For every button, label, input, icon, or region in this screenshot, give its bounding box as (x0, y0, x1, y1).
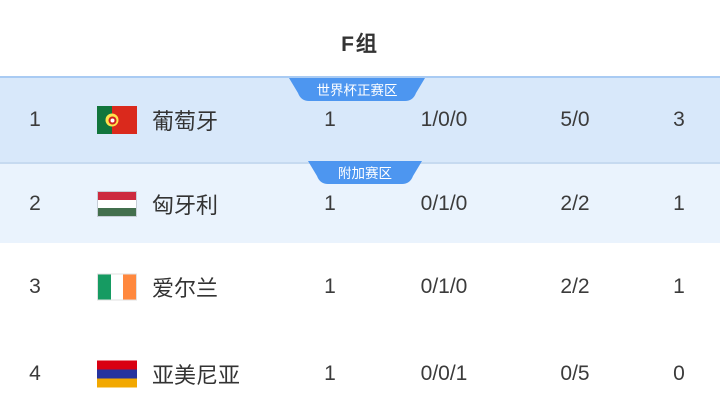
hungary-flag (97, 190, 137, 217)
team-name: 爱尔兰 (152, 275, 219, 301)
ireland-flag (97, 273, 137, 300)
win-draw-loss-value: 0/1/0 (420, 274, 468, 298)
team-name: 匈牙利 (152, 192, 219, 218)
table-row[interactable]: 3 爱尔兰 1 0/1/0 2/2 1 (0, 243, 720, 330)
played-value: 1 (324, 191, 336, 215)
win-draw-loss-value: 1/0/0 (420, 108, 468, 131)
rank-label: 2 (29, 191, 41, 215)
rank-label: 1 (29, 108, 41, 131)
win-draw-loss-value: 0/1/0 (420, 191, 468, 215)
points-value: 0 (673, 361, 685, 385)
group-title: F组 (341, 33, 379, 56)
team-name: 亚美尼亚 (152, 362, 241, 388)
goals-value: 0/5 (560, 361, 590, 385)
win-draw-loss-value: 0/0/1 (420, 361, 468, 385)
team-name: 葡萄牙 (152, 109, 219, 134)
table-row[interactable]: 2 匈牙利 1 0/1/0 2/2 1 (0, 164, 720, 243)
played-value: 1 (324, 108, 336, 131)
group-header: F组 (0, 0, 720, 76)
armenia-flag (97, 360, 137, 387)
world-cup-zone-label: 世界杯正赛区 (316, 82, 398, 98)
world-cup-zone-badge: 世界杯正赛区 (289, 78, 425, 101)
played-value: 1 (324, 361, 336, 385)
playoff-zone-badge: 附加赛区 (308, 161, 422, 184)
table-row[interactable]: 4 亚美尼亚 1 0/0/1 0/5 0 (0, 330, 720, 417)
rank-label: 3 (29, 274, 41, 298)
rank-label: 4 (29, 361, 41, 385)
points-value: 1 (673, 274, 685, 298)
playoff-zone-label: 附加赛区 (338, 165, 392, 181)
goals-value: 2/2 (560, 191, 590, 215)
points-value: 1 (673, 191, 685, 215)
badge-trapezoid-shape (308, 161, 422, 184)
top-divider (0, 76, 720, 78)
points-value: 3 (673, 108, 685, 131)
portugal-flag (97, 106, 137, 134)
goals-value: 5/0 (560, 108, 590, 131)
played-value: 1 (324, 274, 336, 298)
badge-trapezoid-shape (289, 78, 425, 101)
goals-value: 2/2 (560, 274, 590, 298)
table-row[interactable]: 1 葡萄牙 1 1/0/0 5/0 3 (0, 78, 720, 162)
